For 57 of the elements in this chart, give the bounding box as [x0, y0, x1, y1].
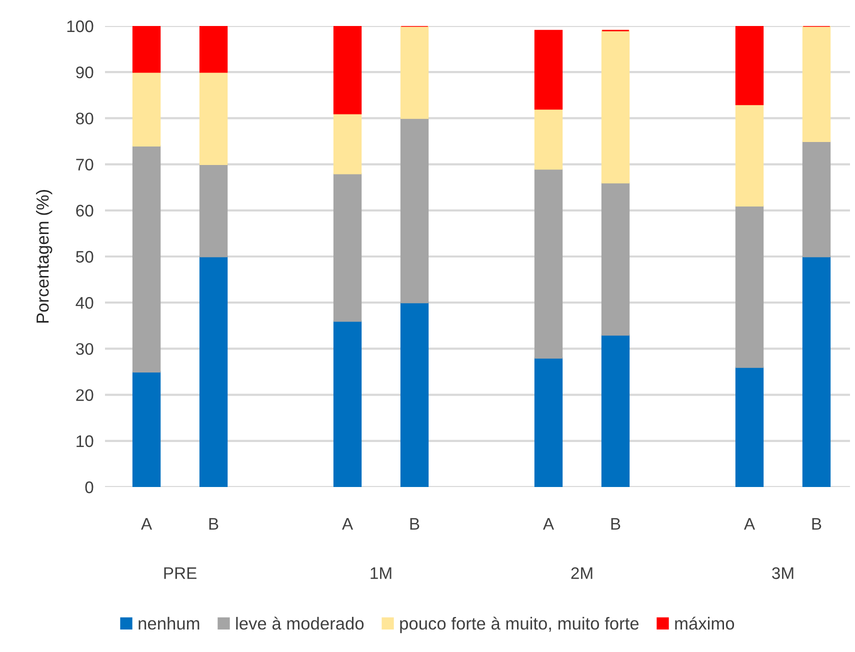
x-tick-label: A — [141, 518, 152, 530]
legend-label: máximo — [675, 616, 734, 630]
x-tick-label: B — [611, 518, 620, 530]
x-tick-label: A — [342, 518, 354, 530]
bar — [199, 164, 228, 258]
x-tick-label: B — [812, 518, 822, 530]
bar — [534, 168, 563, 359]
bar — [601, 30, 630, 184]
x-tick-label: B — [209, 518, 218, 530]
x-tick-label: A — [744, 518, 756, 530]
y-tick-label: 30 — [76, 343, 94, 355]
bar — [199, 71, 228, 165]
bar — [735, 104, 764, 206]
bar — [735, 26, 764, 106]
bar — [534, 30, 563, 110]
bar — [132, 26, 161, 73]
bar — [132, 371, 161, 487]
x-tick-label: B — [410, 518, 420, 530]
bar — [333, 172, 362, 322]
bar — [802, 26, 831, 142]
text: 2M — [571, 567, 592, 579]
y-tick-label: 20 — [76, 389, 94, 402]
bar — [802, 140, 831, 258]
bar — [400, 118, 429, 304]
y-axis-title: Porcentagem (%) — [36, 190, 52, 323]
bar — [333, 112, 362, 174]
y-tick-label: 0 — [85, 481, 94, 494]
x-tick-label: A — [542, 518, 554, 530]
bar — [735, 205, 764, 368]
bar — [199, 256, 228, 487]
y-tick-label: 70 — [76, 158, 94, 171]
bar — [400, 302, 429, 487]
bar — [534, 357, 563, 487]
bar — [400, 26, 429, 119]
y-tick-label: 10 — [76, 435, 94, 448]
bar — [534, 108, 563, 170]
text: 3M — [772, 567, 794, 580]
bar — [735, 366, 764, 487]
bar — [132, 145, 161, 372]
bar — [601, 182, 630, 336]
bar — [601, 334, 630, 487]
bar — [132, 71, 161, 147]
legend-label: pouco forte à muito, muito forte — [400, 616, 639, 634]
y-tick-label: 60 — [76, 204, 94, 217]
bar — [199, 26, 228, 73]
y-tick-label: 100 — [67, 20, 94, 32]
y-tick-label: 90 — [76, 66, 94, 78]
text: PRE — [164, 567, 196, 579]
legend-label: nenhum — [138, 616, 200, 630]
y-tick-label: 50 — [76, 250, 94, 263]
legend-label: leve à moderado — [236, 616, 364, 630]
y-tick-label: 80 — [76, 112, 94, 124]
bar — [333, 320, 362, 487]
y-tick-label: 40 — [76, 297, 94, 309]
bar — [333, 26, 362, 114]
text: 1M — [370, 567, 392, 579]
bar — [802, 256, 831, 487]
